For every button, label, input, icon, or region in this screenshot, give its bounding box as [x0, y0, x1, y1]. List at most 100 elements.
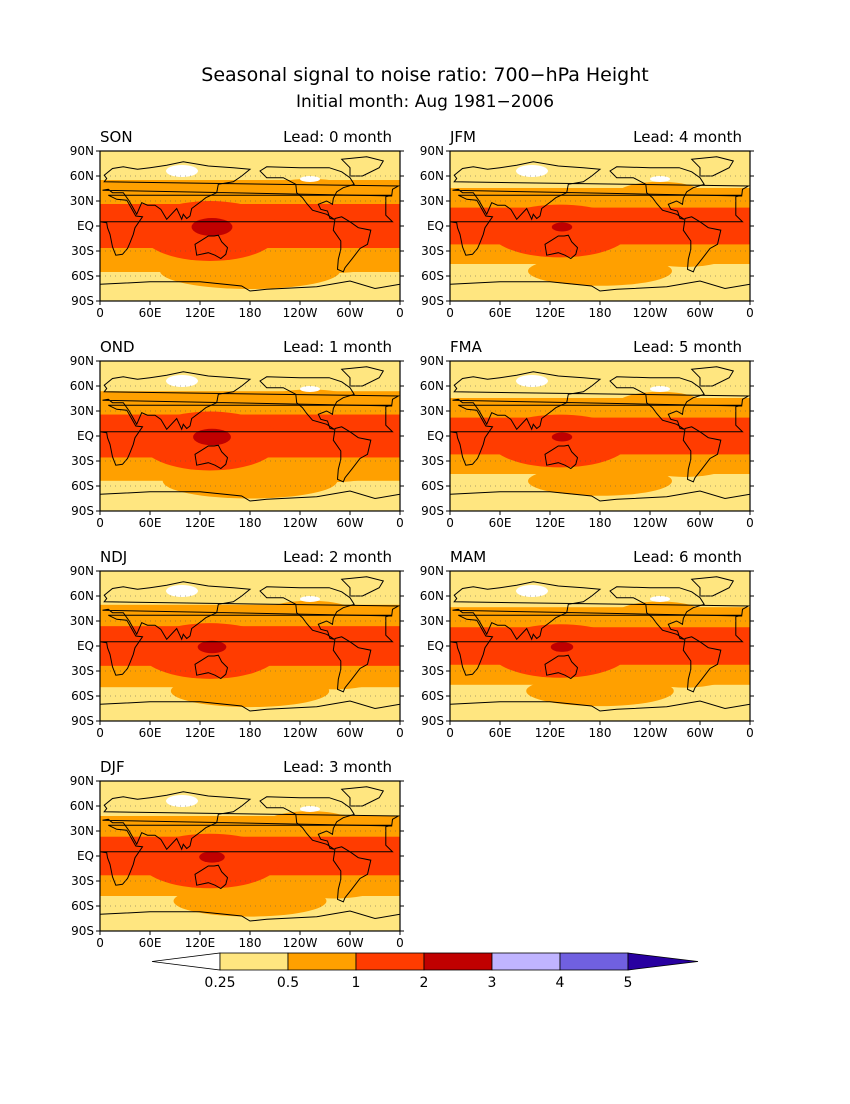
lon-tick-label: 0 — [396, 726, 404, 740]
lon-tick-label: 120E — [535, 726, 566, 740]
lon-tick-label: 60E — [139, 516, 162, 530]
field-band-below-0.25 — [516, 375, 548, 387]
lon-tick-label: 60E — [139, 306, 162, 320]
lon-tick-label: 0 — [746, 516, 754, 530]
lon-tick-label: 60W — [336, 516, 363, 530]
lon-tick-label: 180 — [239, 516, 262, 530]
lon-tick-label: 120E — [185, 726, 216, 740]
lat-tick-label: 30N — [70, 614, 94, 628]
lon-tick-label: 0 — [396, 306, 404, 320]
lon-tick-label: 0 — [396, 516, 404, 530]
coastline-greenland — [340, 576, 385, 597]
lat-tick-label: 30N — [70, 824, 94, 838]
coastline-antarctica — [100, 490, 400, 511]
lon-tick-label: 0 — [96, 726, 104, 740]
lat-tick-label: 60N — [70, 169, 94, 183]
coastline-north-america — [259, 586, 355, 640]
lat-tick-label: 30S — [421, 454, 444, 468]
colorbar-segment — [287, 952, 357, 971]
lon-tick-label: 120W — [283, 306, 318, 320]
lat-tick-label: EQ — [77, 219, 94, 233]
lat-tick-label: 90N — [420, 564, 444, 578]
coastline-south-america — [682, 636, 722, 693]
map-field — [100, 151, 400, 301]
coastline-eurasia — [102, 791, 400, 851]
colorbar-segment — [491, 952, 561, 971]
coastline-south-america — [332, 216, 372, 273]
field-band-2-3 — [197, 640, 227, 654]
coastline-greenland — [340, 156, 385, 177]
colorbar-label: 2 — [420, 975, 429, 991]
lat-tick-label: EQ — [427, 639, 444, 653]
colorbar-label: 5 — [624, 975, 633, 991]
field-band-below-0.25 — [650, 176, 670, 182]
lon-tick-label: 60W — [686, 306, 713, 320]
lon-tick-label: 60W — [336, 936, 363, 950]
lon-tick-label: 120W — [283, 726, 318, 740]
coastline-north-america — [609, 586, 705, 640]
lat-tick-label: 60S — [71, 689, 94, 703]
lat-tick-label: 60S — [421, 479, 444, 493]
lon-tick-label: 180 — [239, 936, 262, 950]
coastline-north-america — [609, 166, 705, 220]
lon-tick-label: 120W — [283, 936, 318, 950]
lon-tick-label: 60W — [336, 306, 363, 320]
field-band-2-3 — [550, 642, 574, 652]
lat-tick-label: 30S — [71, 874, 94, 888]
coastline-antarctica — [450, 490, 750, 511]
colorbar-label: 1 — [352, 975, 361, 991]
field-band-2-3 — [199, 851, 225, 863]
lat-tick-label: 90N — [70, 774, 94, 788]
coastline-africa — [450, 404, 744, 466]
panel-lead-label: Lead: 4 month — [633, 128, 742, 146]
lat-tick-label: 30N — [420, 404, 444, 418]
figure-subtitle: Initial month: Aug 1981−2006 — [296, 92, 554, 112]
coastline-africa — [100, 824, 394, 886]
coastline-africa — [450, 614, 744, 676]
lat-tick-label: 60S — [71, 479, 94, 493]
lat-tick-label: 60N — [70, 379, 94, 393]
coastline-south-america — [682, 426, 722, 483]
lat-tick-label: 90N — [70, 564, 94, 578]
lat-tick-label: 60N — [420, 169, 444, 183]
lat-tick-label: 90S — [71, 924, 94, 938]
field-band-below-0.25 — [166, 375, 198, 387]
lon-tick-label: 60E — [489, 306, 512, 320]
coastline-australia — [194, 864, 229, 890]
field-band-2-3 — [193, 428, 231, 446]
field-band-0.5-1 — [528, 256, 672, 286]
field-band-below-0.25 — [300, 386, 320, 392]
colorbar-label: 4 — [556, 975, 565, 991]
colorbar-segment-above-5 — [627, 952, 699, 971]
lat-tick-label: 90N — [70, 354, 94, 368]
lat-tick-label: EQ — [77, 849, 94, 863]
panel-lead-label: Lead: 2 month — [283, 548, 392, 566]
coastline-greenland — [690, 156, 735, 177]
lon-tick-label: 60E — [139, 726, 162, 740]
lon-tick-label: 180 — [589, 516, 612, 530]
panel-lead-label: Lead: 0 month — [283, 128, 392, 146]
colorbar-label: 0.25 — [204, 975, 235, 991]
lon-tick-label: 0 — [446, 306, 454, 320]
colorbar-segment-below-0.25 — [151, 952, 221, 971]
lat-tick-label: 60S — [421, 689, 444, 703]
lon-tick-label: 120W — [283, 516, 318, 530]
lat-tick-label: EQ — [427, 219, 444, 233]
field-band-0.5-1 — [526, 675, 674, 707]
lon-tick-label: 0 — [96, 306, 104, 320]
lon-tick-label: 60W — [686, 516, 713, 530]
lon-tick-label: 120E — [185, 306, 216, 320]
coastline-north-america — [259, 166, 355, 220]
coastline-south-america — [332, 636, 372, 693]
lat-tick-label: 30N — [420, 194, 444, 208]
panel-season-label: MAM — [450, 548, 486, 566]
lat-tick-label: 60N — [420, 379, 444, 393]
map-field — [100, 571, 400, 721]
coastline-antarctica — [100, 700, 400, 721]
lon-tick-label: 60W — [336, 726, 363, 740]
coastline-south-america — [332, 846, 372, 903]
lat-tick-label: 90N — [70, 144, 94, 158]
lat-tick-label: 90S — [71, 294, 94, 308]
field-band-0.5-1 — [162, 463, 338, 499]
field-band-0.5-1 — [160, 253, 340, 289]
